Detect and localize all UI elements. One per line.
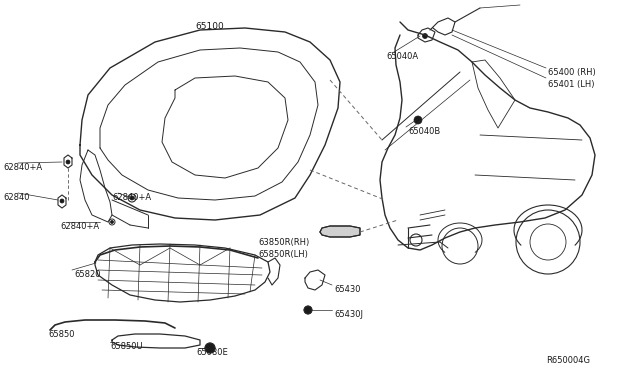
Circle shape — [130, 196, 134, 200]
Text: 65401 (LH): 65401 (LH) — [548, 80, 595, 89]
Text: 62840+A: 62840+A — [112, 193, 151, 202]
Text: 65040A: 65040A — [386, 52, 418, 61]
Text: 62840+A: 62840+A — [60, 222, 99, 231]
Text: 65100: 65100 — [195, 22, 224, 31]
Circle shape — [304, 306, 312, 314]
Text: 65850: 65850 — [48, 330, 74, 339]
Circle shape — [422, 33, 428, 38]
Text: 62840+A: 62840+A — [3, 163, 42, 172]
Text: 65430J: 65430J — [334, 310, 363, 319]
Polygon shape — [320, 226, 360, 237]
Text: 65850U: 65850U — [110, 342, 143, 351]
Circle shape — [111, 221, 113, 224]
Text: R650004G: R650004G — [546, 356, 590, 365]
Text: 65820: 65820 — [74, 270, 100, 279]
Text: 65850R(LH): 65850R(LH) — [258, 250, 308, 259]
Circle shape — [60, 199, 64, 203]
Circle shape — [66, 160, 70, 164]
Text: 65080E: 65080E — [196, 348, 228, 357]
Text: 65400 (RH): 65400 (RH) — [548, 68, 596, 77]
Text: 62840: 62840 — [3, 193, 29, 202]
Circle shape — [205, 343, 215, 353]
Text: 65040B: 65040B — [408, 127, 440, 136]
Circle shape — [414, 116, 422, 124]
Text: 63850R(RH): 63850R(RH) — [258, 238, 309, 247]
Text: 65430: 65430 — [334, 285, 360, 294]
